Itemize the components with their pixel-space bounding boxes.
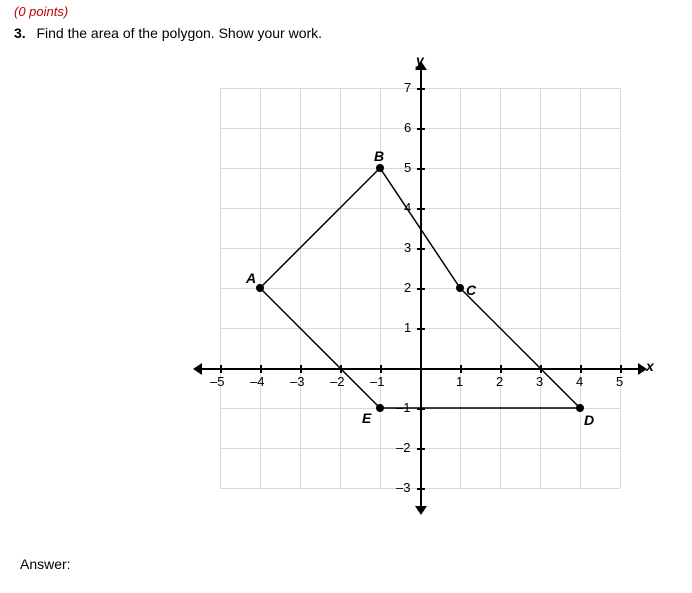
polygon-edge [380, 168, 460, 288]
polygon-edge [260, 288, 380, 408]
polygon-edge [260, 168, 380, 288]
polygon-vertex [576, 404, 584, 412]
polygon-vertex [376, 404, 384, 412]
question-text: Find the area of the polygon. Show your … [36, 25, 322, 41]
polygon-vertex [376, 164, 384, 172]
x-axis-label: x [646, 358, 654, 374]
vertex-label-d: D [584, 412, 594, 428]
vertex-label-a: A [246, 270, 256, 286]
question-row: 3. Find the area of the polygon. Show yo… [0, 19, 692, 43]
vertex-label-e: E [362, 410, 371, 426]
polygon-edge [460, 288, 580, 408]
grid-area: –5–4–3–2–112345–3–2–11234567xyABCDE [220, 88, 620, 488]
vertex-label-b: B [374, 148, 384, 164]
polygon-vertex [256, 284, 264, 292]
axis-arrow [193, 363, 202, 375]
gridline-vertical [620, 88, 621, 488]
polygon-vertex [456, 284, 464, 292]
y-tick [417, 488, 425, 490]
points-cutoff-text: (0 points) [0, 0, 692, 19]
coordinate-grid-chart: –5–4–3–2–112345–3–2–11234567xyABCDE [180, 78, 660, 518]
vertex-label-c: C [466, 282, 476, 298]
axis-arrow [415, 506, 427, 515]
y-axis-label: y [416, 52, 424, 68]
answer-label: Answer: [20, 556, 71, 572]
polygon-svg [220, 88, 620, 488]
x-tick [620, 365, 622, 373]
question-number: 3. [14, 25, 32, 41]
